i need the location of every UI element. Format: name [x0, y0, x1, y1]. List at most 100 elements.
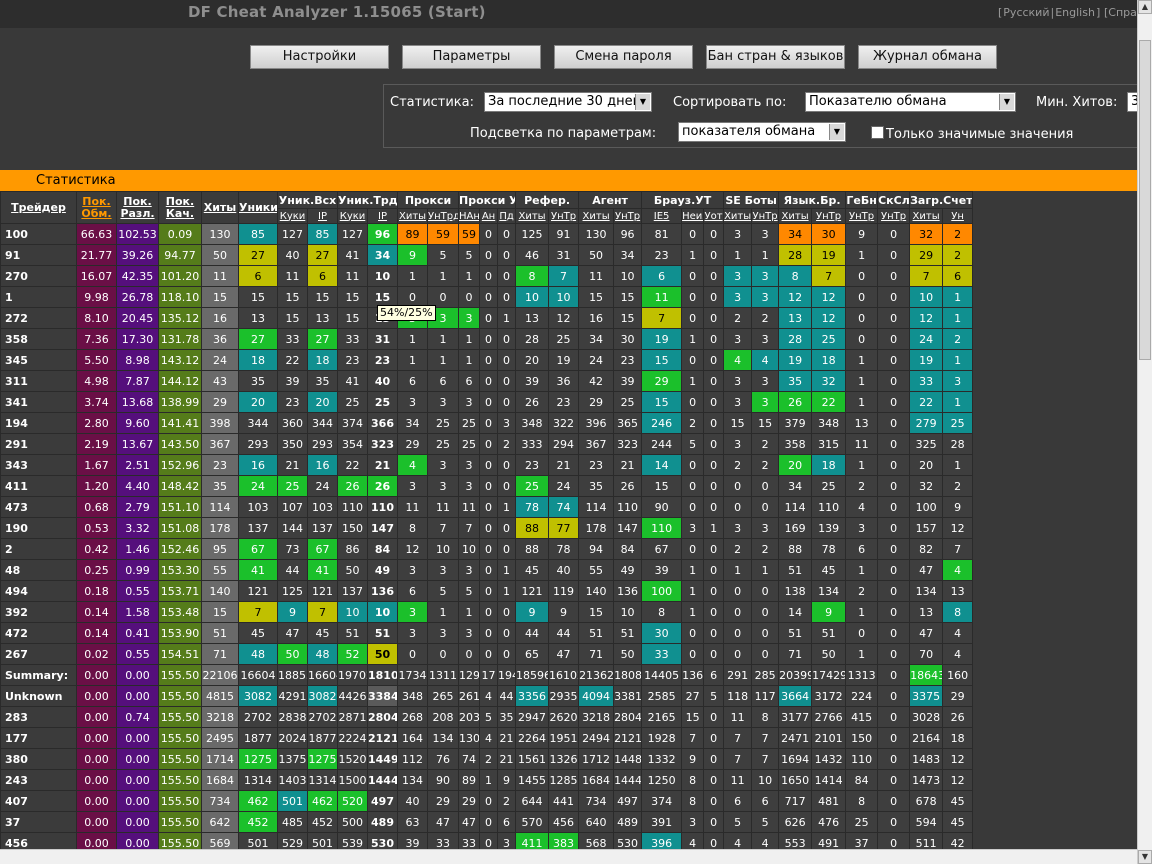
trader-link[interactable]: 341: [0, 391, 77, 413]
help-link[interactable]: Справка: [1108, 6, 1138, 19]
data-cell: 3: [751, 223, 780, 245]
trader-link[interactable]: 2: [0, 538, 77, 560]
data-cell: 1455: [515, 769, 550, 791]
col-pok-obm[interactable]: Пок. Обм.: [76, 191, 117, 224]
trader-link[interactable]: 358: [0, 328, 77, 350]
trader-link[interactable]: 37: [0, 811, 77, 833]
col-trader[interactable]: Трейдер: [0, 191, 77, 224]
horizontal-scrollbar[interactable]: [0, 849, 1138, 864]
data-cell: 10: [458, 538, 481, 560]
data-cell: 9: [811, 601, 847, 623]
trader-link[interactable]: 283: [0, 706, 77, 728]
parameters-button[interactable]: Параметры: [402, 45, 541, 69]
subcol-22[interactable]: Хиты: [909, 208, 944, 224]
data-cell: 8: [681, 790, 705, 812]
subcol-19[interactable]: УнТр: [811, 208, 847, 224]
stats-period-select[interactable]: За последние 30 дней ▼: [484, 92, 652, 112]
pok-kach-cell: 154.51: [158, 643, 202, 665]
subcol-9[interactable]: Хиты: [515, 208, 550, 224]
ban-countries-button[interactable]: Бан стран & языков: [706, 45, 845, 69]
subcol-23[interactable]: Ун: [942, 208, 974, 224]
trader-link[interactable]: 194: [0, 412, 77, 434]
trader-link[interactable]: 243: [0, 769, 77, 791]
trader-link[interactable]: 48: [0, 559, 77, 581]
subcol-5[interactable]: УнТрд: [427, 208, 460, 224]
trader-link[interactable]: 272: [0, 307, 77, 329]
trader-link[interactable]: Summary:: [0, 664, 77, 686]
data-cell: 5: [458, 244, 481, 266]
subcol-2[interactable]: Куки: [337, 208, 368, 224]
data-cell: 12: [548, 307, 580, 329]
data-cell: 31: [366, 328, 399, 350]
col-uniki[interactable]: Уники: [238, 191, 278, 224]
lang-english-link[interactable]: English: [1055, 6, 1095, 19]
trader-link[interactable]: 473: [0, 496, 77, 518]
data-cell: 14405: [641, 664, 683, 686]
trader-link[interactable]: 177: [0, 727, 77, 749]
data-cell: 0: [497, 244, 517, 266]
data-cell: 1: [942, 349, 974, 371]
subcol-3[interactable]: IP: [366, 208, 399, 224]
trader-link[interactable]: Unknown: [0, 685, 77, 707]
data-cell: 3: [397, 475, 429, 497]
subcol-17[interactable]: УнТр: [751, 208, 780, 224]
trader-link[interactable]: 411: [0, 475, 77, 497]
trader-link[interactable]: 456: [0, 832, 77, 850]
subcol-11[interactable]: Хиты: [578, 208, 615, 224]
subcol-0[interactable]: Куки: [277, 208, 308, 224]
subcol-7[interactable]: Ан: [479, 208, 499, 224]
trader-link[interactable]: 267: [0, 643, 77, 665]
data-cell: 26: [515, 391, 550, 413]
checkbox-box[interactable]: [871, 126, 884, 139]
scroll-thumb[interactable]: [1139, 40, 1151, 360]
trader-link[interactable]: 392: [0, 601, 77, 623]
col-pok-kach[interactable]: Пок. Кач.: [158, 191, 202, 224]
col-hity[interactable]: Хиты: [201, 191, 239, 224]
only-significant-checkbox[interactable]: Только значимые значения: [871, 126, 1073, 142]
data-cell: 0: [703, 307, 725, 329]
trader-link[interactable]: 1: [0, 286, 77, 308]
trader-link[interactable]: 380: [0, 748, 77, 770]
vertical-scrollbar[interactable]: ▲ ▼: [1137, 0, 1152, 864]
trader-link[interactable]: 472: [0, 622, 77, 644]
subcol-8[interactable]: Пд: [497, 208, 517, 224]
trader-link[interactable]: 100: [0, 223, 77, 245]
trader-link[interactable]: 91: [0, 244, 77, 266]
subcol-1[interactable]: IP: [307, 208, 338, 224]
change-password-button[interactable]: Смена пароля: [554, 45, 693, 69]
data-cell: 130: [578, 223, 615, 245]
col-pok-raz[interactable]: Пок. Разл.: [116, 191, 159, 224]
data-cell: 360: [277, 412, 308, 434]
trader-link[interactable]: 407: [0, 790, 77, 812]
trader-link[interactable]: 291: [0, 433, 77, 455]
data-cell: 150: [845, 727, 879, 749]
data-cell: 2804: [613, 706, 643, 728]
settings-button[interactable]: Настройки: [250, 45, 389, 69]
subcol-21[interactable]: УнТр: [877, 208, 911, 224]
subcol-4[interactable]: Хиты: [397, 208, 429, 224]
subcol-10[interactable]: УнТр: [548, 208, 580, 224]
subcol-16[interactable]: Хиты: [723, 208, 753, 224]
sort-select[interactable]: Показателю обмана ▼: [805, 92, 1016, 112]
subcol-14[interactable]: Неиз: [681, 208, 705, 224]
subcol-15[interactable]: Уот: [703, 208, 725, 224]
subcol-12[interactable]: УнТр: [613, 208, 643, 224]
fraud-log-button[interactable]: Журнал обмана: [858, 45, 997, 69]
trader-link[interactable]: 270: [0, 265, 77, 287]
trader-link[interactable]: 190: [0, 517, 77, 539]
trader-link[interactable]: 343: [0, 454, 77, 476]
subcol-20[interactable]: УнТр: [845, 208, 879, 224]
lang-russian-link[interactable]: Русский: [1003, 6, 1050, 19]
data-cell: 77: [548, 517, 580, 539]
scroll-up-icon[interactable]: ▲: [1138, 0, 1152, 14]
data-cell: 7: [548, 265, 580, 287]
highlight-select[interactable]: показателя обмана ▼: [678, 122, 846, 142]
trader-link[interactable]: 311: [0, 370, 77, 392]
subcol-13[interactable]: IE5: [641, 208, 683, 224]
trader-link[interactable]: 345: [0, 349, 77, 371]
subcol-6[interactable]: НАн: [458, 208, 481, 224]
data-cell: 0: [497, 286, 517, 308]
trader-link[interactable]: 494: [0, 580, 77, 602]
subcol-18[interactable]: Хиты: [778, 208, 813, 224]
scroll-down-icon[interactable]: ▼: [1138, 850, 1152, 864]
